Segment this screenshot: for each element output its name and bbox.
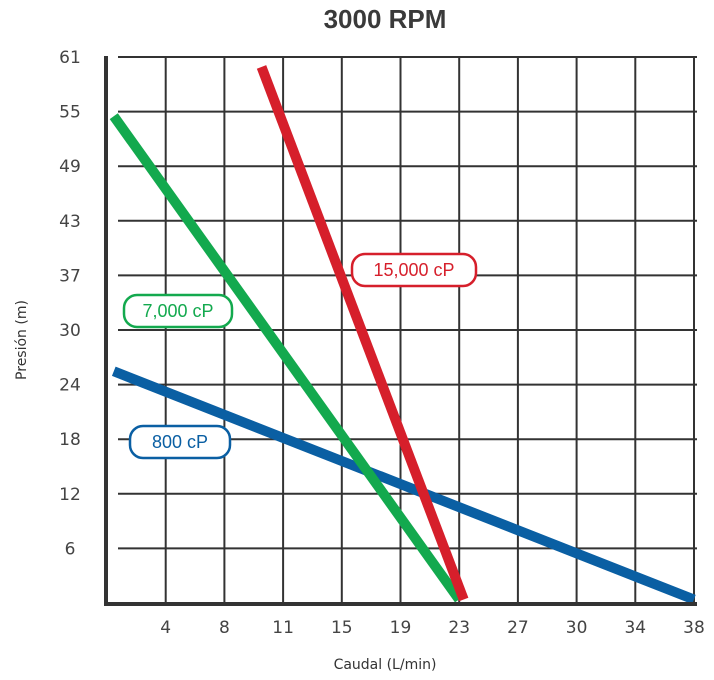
x-axis-label: Caudal (L/min) — [334, 657, 437, 673]
series-label-box — [350, 252, 478, 288]
y-tick-label: 30 — [59, 321, 81, 341]
chart-title: 3000 RPM — [324, 4, 447, 34]
x-tick-label: 19 — [390, 618, 412, 638]
y-tick-label: 37 — [59, 266, 81, 286]
x-tick-label: 27 — [507, 618, 529, 638]
y-tick-label: 55 — [59, 103, 81, 123]
tick-labels: 4 8 11 15 19 23 27 30 34 38 6 12 18 24 30 37 43 49 55 61 — [59, 48, 705, 638]
series-line — [111, 366, 696, 605]
series-label-text: 15,000 cP — [373, 260, 454, 280]
series-line — [256, 65, 469, 602]
x-tick-label: 34 — [624, 618, 646, 638]
x-tick-label: 15 — [331, 618, 353, 638]
x-tick-label: 38 — [683, 618, 705, 638]
series-labels: 800 cP 7,000 cP 15,000 cP — [122, 252, 478, 460]
axes — [104, 56, 697, 606]
x-tick-label: 8 — [219, 618, 230, 638]
series-label: 15,000 cP — [350, 252, 478, 288]
y-tick-label: 24 — [59, 376, 81, 396]
series-label-text: 7,000 cP — [142, 301, 213, 321]
x-tick-label: 23 — [448, 618, 470, 638]
series-label-box — [122, 293, 234, 329]
series-lines — [109, 65, 696, 605]
y-tick-label: 49 — [59, 157, 81, 177]
x-tick-label: 11 — [272, 618, 294, 638]
series-label-box — [128, 424, 232, 460]
y-tick-label: 18 — [59, 430, 81, 450]
series-label: 7,000 cP — [122, 293, 234, 329]
x-tick-label: 4 — [160, 618, 171, 638]
y-tick-label: 12 — [59, 485, 81, 505]
x-tick-label: 30 — [566, 618, 588, 638]
series-label: 800 cP — [128, 424, 232, 460]
y-tick-label: 61 — [59, 48, 81, 68]
series-line — [109, 113, 464, 603]
y-axis-label: Presión (m) — [14, 300, 30, 380]
y-tick-label: 43 — [59, 212, 81, 232]
y-tick-label: 6 — [65, 539, 76, 559]
series-label-text: 800 cP — [152, 432, 208, 452]
